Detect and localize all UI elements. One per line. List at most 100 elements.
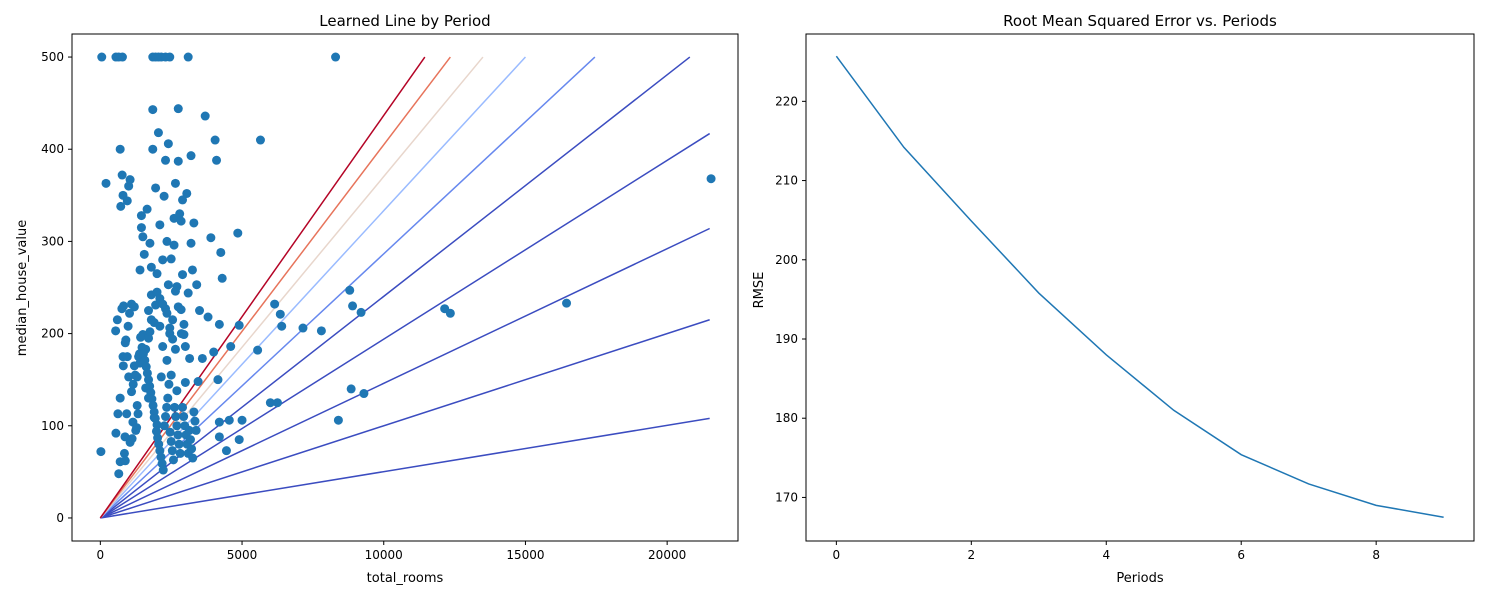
scatter-point [142, 204, 152, 214]
rmse-series [835, 55, 1444, 518]
scatter-point [113, 409, 123, 419]
scatter-point [161, 155, 171, 165]
scatter-point [173, 430, 183, 440]
scatter-point [132, 400, 142, 410]
scatter-point [111, 326, 121, 336]
scatter-point [119, 448, 129, 458]
rmse-y-ticks: 170 180 190 200 210 220 [775, 94, 806, 504]
scatter-point [129, 302, 139, 312]
scatter-point [214, 417, 224, 427]
scatter-point [125, 175, 135, 185]
rmse-plot-frame [805, 33, 1475, 542]
scatter-point [706, 174, 716, 184]
scatter-point [158, 465, 168, 475]
y-tick-label: 0 [56, 511, 64, 525]
scatter-point [125, 308, 135, 318]
scatter-point [187, 444, 197, 454]
scatter-point [180, 341, 190, 351]
x-tick-label: 8 [1372, 548, 1380, 562]
scatter-y-ticks: 0 100 200 300 400 500 [41, 50, 72, 525]
learned-line-1 [100, 319, 710, 519]
scatter-point [122, 196, 132, 206]
scatter-point [163, 280, 173, 290]
scatter-point [166, 254, 176, 264]
scatter-point [136, 223, 146, 233]
scatter-point [172, 386, 182, 396]
scatter-point [148, 105, 158, 115]
scatter-point [190, 416, 200, 426]
scatter-point [185, 353, 195, 363]
scatter-point [277, 321, 287, 331]
scatter-point [132, 423, 142, 433]
scatter-point [115, 144, 125, 154]
scatter-point [97, 52, 107, 62]
scatter-x-axis-label: total_rooms [367, 571, 444, 586]
scatter-point [96, 447, 106, 457]
scatter-point [120, 456, 130, 466]
scatter-title: Learned Line by Period [319, 12, 490, 30]
scatter-point [253, 345, 263, 355]
x-tick-label: 2 [967, 548, 975, 562]
scatter-point [159, 191, 169, 201]
scatter-point [175, 448, 185, 458]
scatter-point [159, 421, 169, 431]
scatter-point [176, 305, 186, 315]
scatter-point [170, 178, 180, 188]
scatter-point [179, 412, 189, 422]
scatter-point [165, 323, 175, 333]
scatter-point [165, 52, 175, 62]
scatter-point [179, 330, 189, 340]
scatter-point [184, 425, 194, 435]
scatter-point [169, 240, 179, 250]
x-tick-label: 0 [97, 548, 105, 562]
scatter-point [189, 407, 199, 417]
scatter-point [112, 315, 122, 325]
y-tick-label: 300 [41, 234, 64, 248]
scatter-point [179, 319, 189, 329]
scatter-point [172, 421, 182, 431]
scatter-point [133, 409, 143, 419]
scatter-point [178, 195, 188, 205]
learned-line-3 [99, 132, 711, 519]
scatter-point [161, 412, 171, 422]
scatter-point [122, 409, 132, 419]
scatter-point [127, 434, 137, 444]
learned-line-0 [100, 417, 710, 519]
learned-line-7 [99, 56, 484, 519]
scatter-point [237, 415, 247, 425]
y-tick-label: 200 [41, 327, 64, 341]
learned-line-2 [100, 227, 710, 519]
scatter-point [162, 308, 172, 318]
scatter-point [333, 415, 343, 425]
scatter-point [163, 139, 173, 149]
scatter-point [145, 327, 155, 337]
scatter-point [135, 265, 145, 275]
scatter-point [158, 299, 168, 309]
scatter-point [562, 298, 572, 308]
scatter-point [115, 393, 125, 403]
scatter-point [127, 387, 137, 397]
learned-line-4 [99, 56, 691, 519]
scatter-point [120, 338, 130, 348]
scatter-point [210, 135, 220, 145]
scatter-point [270, 299, 280, 309]
scatter-point [346, 384, 356, 394]
scatter-point [316, 326, 326, 336]
rmse-line [835, 55, 1444, 518]
x-tick-label: 5000 [227, 548, 258, 562]
scatter-point [272, 398, 282, 408]
scatter-point [359, 389, 369, 399]
scatter-point [122, 352, 132, 362]
scatter-point [167, 446, 177, 456]
y-tick-label: 200 [775, 253, 798, 267]
scatter-point [151, 183, 161, 193]
scatter-point [445, 308, 455, 318]
scatter-point [185, 435, 195, 445]
scatter-point [356, 307, 366, 317]
scatter-points [96, 52, 716, 479]
scatter-point [226, 341, 236, 351]
scatter-point [150, 413, 160, 423]
scatter-point [116, 201, 126, 211]
rmse-y-axis-label: RMSE [752, 272, 767, 309]
